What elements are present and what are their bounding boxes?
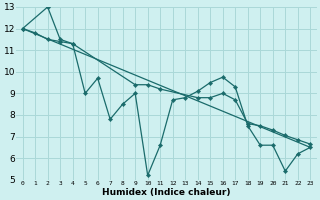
X-axis label: Humidex (Indice chaleur): Humidex (Indice chaleur): [102, 188, 231, 197]
